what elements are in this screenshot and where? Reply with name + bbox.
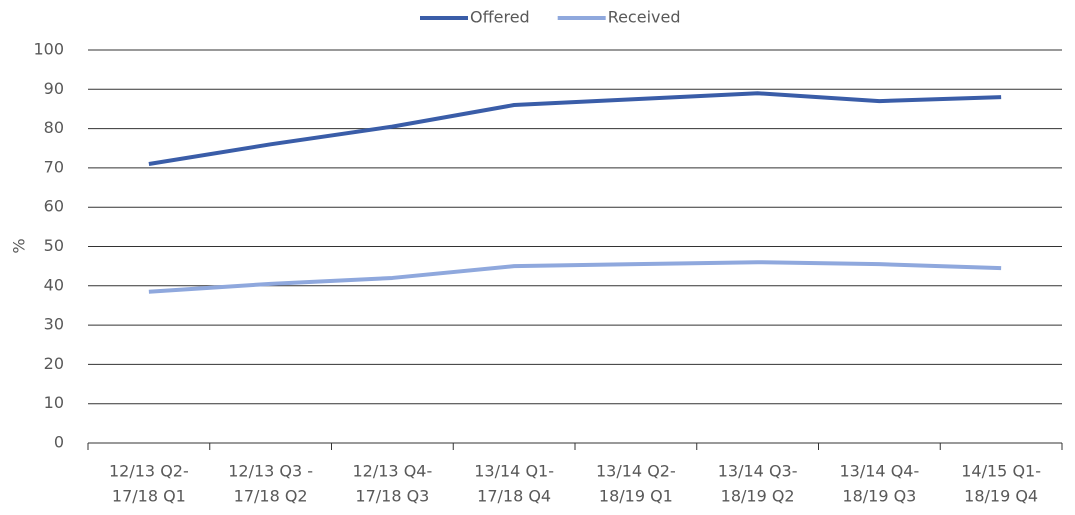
y-tick-label: 70 <box>44 157 64 176</box>
x-tick-label: 14/15 Q1- <box>961 462 1041 481</box>
x-tick-label: 18/19 Q2 <box>721 487 795 506</box>
legend-label: Offered <box>470 8 530 27</box>
y-tick-label: 100 <box>33 40 64 59</box>
x-tick-label: 17/18 Q3 <box>355 487 429 506</box>
x-tick-label: 13/14 Q1- <box>474 462 554 481</box>
series-line <box>148 91 1002 166</box>
y-tick-label: 0 <box>54 433 64 452</box>
y-tick-label: 20 <box>44 354 64 373</box>
series-line <box>148 260 1002 294</box>
x-tick-label: 13/14 Q2- <box>596 462 676 481</box>
y-tick-label: 80 <box>44 118 64 137</box>
x-tick-label: 18/19 Q4 <box>964 487 1038 506</box>
legend-label: Received <box>608 8 681 27</box>
x-tick-label: 17/18 Q1 <box>112 487 186 506</box>
y-tick-label: 60 <box>44 197 64 216</box>
x-tick-label: 12/13 Q3 - <box>228 462 313 481</box>
x-tick-label: 18/19 Q1 <box>599 487 673 506</box>
y-tick-label: 40 <box>44 275 64 294</box>
y-tick-label: 50 <box>44 236 64 255</box>
x-tick-label: 17/18 Q2 <box>234 487 308 506</box>
x-tick-label: 12/13 Q2- <box>109 462 189 481</box>
x-tick-label: 18/19 Q3 <box>842 487 916 506</box>
x-tick-label: 13/14 Q4- <box>840 462 920 481</box>
x-tick-label: 17/18 Q4 <box>477 487 551 506</box>
x-tick-label: 13/14 Q3- <box>718 462 798 481</box>
x-tick-label: 12/13 Q4- <box>353 462 433 481</box>
y-tick-label: 30 <box>44 315 64 334</box>
y-tick-label: 90 <box>44 79 64 98</box>
y-axis-label: % <box>10 238 29 253</box>
y-tick-label: 10 <box>44 393 64 412</box>
